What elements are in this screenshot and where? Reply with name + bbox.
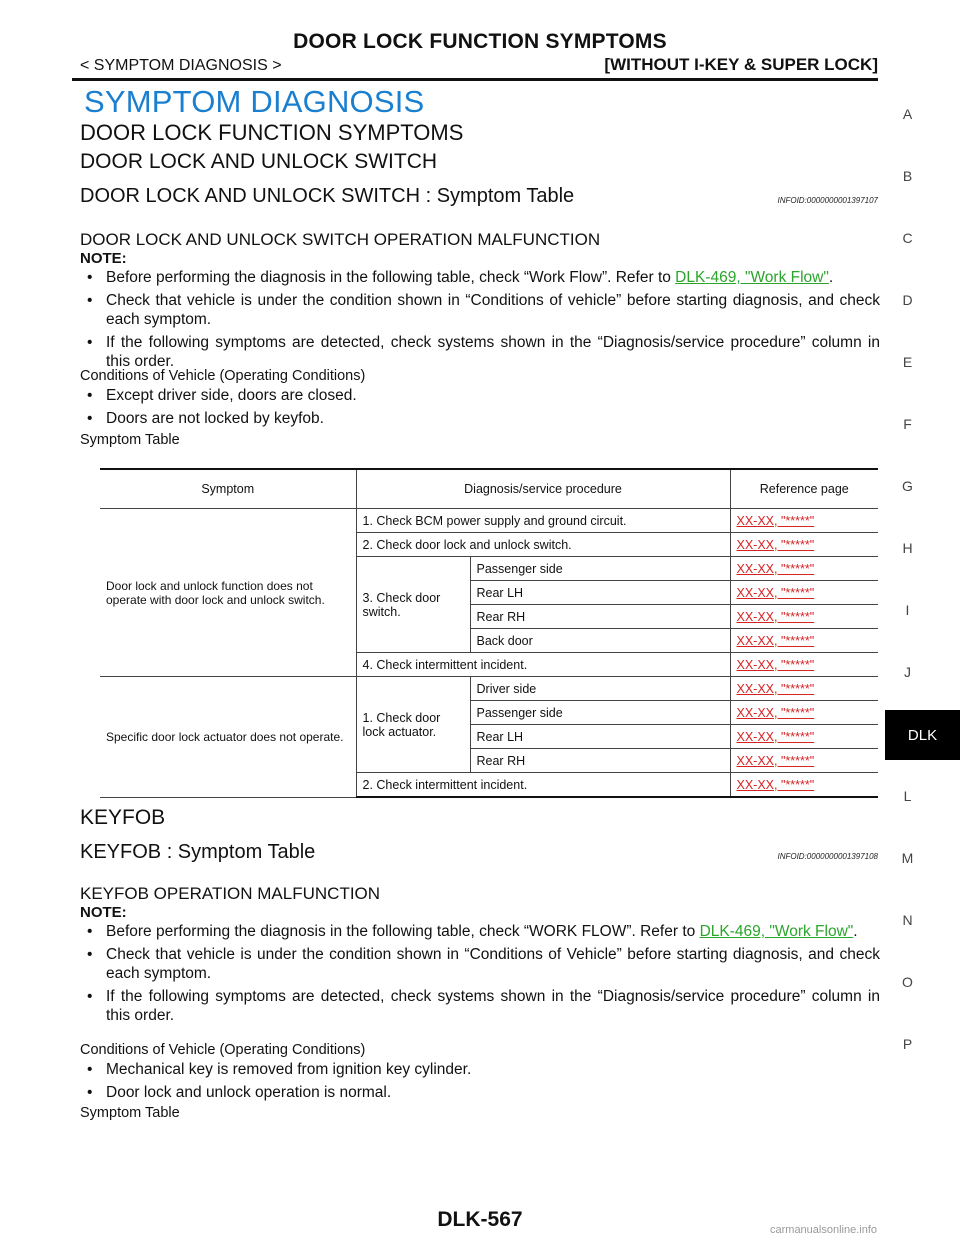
reference-link[interactable]: XX-XX, "*****" (736, 777, 815, 792)
watermark: carmanualsonline.info (770, 1224, 878, 1236)
page-header-title: DOOR LOCK FUNCTION SYMPTOMS (293, 30, 667, 53)
header-symptom: Symptom (100, 469, 357, 509)
side-index-i[interactable]: I (905, 602, 910, 618)
procedure-cell: 2. Check door lock and unlock switch. (356, 532, 731, 557)
table-row: Door lock and unlock function does not o… (100, 508, 878, 677)
reference-link[interactable]: XX-XX, "*****" (736, 561, 815, 576)
reference-link[interactable]: XX-XX, "*****" (736, 705, 815, 720)
section1-malfunction-title: DOOR LOCK AND UNLOCK SWITCH OPERATION MA… (80, 230, 601, 249)
section1-note-label: NOTE: (80, 250, 127, 267)
procedure-cell: 4. Check intermittent incident. (356, 652, 731, 677)
side-index-h[interactable]: H (902, 540, 913, 556)
reference-link[interactable]: XX-XX, "*****" (736, 537, 815, 552)
procedure-cell: 1. Check door lock actuator. (356, 676, 471, 773)
side-index-p[interactable]: P (902, 1036, 913, 1052)
list-item: • Mechanical key is removed from ignition… (87, 1061, 472, 1078)
work-flow-link[interactable]: DLK-469, "Work Flow" (699, 923, 854, 940)
list-item: • Check that vehicle is under the conditi… (87, 292, 880, 328)
reference-link[interactable]: XX-XX, "*****" (736, 729, 815, 744)
section1-conditions-title: Conditions of Vehicle (Operating Conditi… (80, 368, 366, 384)
page-number: DLK-567 (437, 1208, 523, 1231)
door-cell: Rear LH (470, 580, 731, 605)
side-index-d[interactable]: D (902, 292, 913, 308)
side-index-o[interactable]: O (902, 974, 913, 990)
section2-info-id: INFOID:0000000001397108 (777, 852, 878, 861)
reference-link[interactable]: XX-XX, "*****" (736, 609, 815, 624)
list-item: • Except driver side, doors are closed. (87, 387, 357, 404)
section1-table-title: Symptom Table (80, 432, 180, 448)
door-cell: Rear RH (470, 748, 731, 773)
table-row: Rear LH XX-XX, "*****" (100, 580, 878, 605)
list-item: • If the following symptoms are detected,… (87, 988, 880, 1024)
header-procedure: Diagnosis/service procedure (356, 469, 731, 509)
door-cell: Rear RH (470, 604, 731, 629)
section2-heading: KEYFOB (80, 806, 166, 829)
reference-link[interactable]: XX-XX, "*****" (736, 585, 815, 600)
list-item: • Before performing the diagnosis in the … (87, 269, 834, 286)
table-row: Rear RH XX-XX, "*****" (100, 604, 878, 629)
symptom-cell: Specific door lock actuator does not ope… (100, 676, 357, 798)
reference-link[interactable]: XX-XX, "*****" (736, 681, 815, 696)
list-item: • Doors are not locked by keyfob. (87, 410, 324, 427)
side-index-e[interactable]: E (902, 354, 913, 370)
list-item: • If the following symptoms are detected,… (87, 334, 880, 370)
door-cell: Back door (470, 628, 731, 653)
side-index-j[interactable]: J (904, 664, 911, 680)
section2-note-label: NOTE: (80, 904, 127, 921)
work-flow-link[interactable]: DLK-469, "Work Flow" (675, 269, 829, 286)
side-index-g[interactable]: G (902, 478, 913, 494)
table-row: Back door XX-XX, "*****" (100, 628, 878, 653)
side-index-m[interactable]: M (901, 850, 914, 866)
table-row: 4. Check intermittent incident. XX-XX, "… (100, 652, 878, 677)
procedure-cell: 1. Check BCM power supply and ground cir… (356, 508, 731, 533)
section2-note-list: • Before performing the diagnosis in the … (80, 922, 880, 1029)
side-index-dlk-active[interactable]: DLK (885, 710, 960, 760)
section2-conditions-title: Conditions of Vehicle (Operating Conditi… (80, 1042, 366, 1058)
procedure-cell: 2. Check intermittent incident. (356, 772, 731, 798)
table-row: 3. Check door switch. Passenger side XX-… (100, 556, 878, 653)
table-row: Passenger side XX-XX, "*****" (100, 700, 878, 725)
side-index-c[interactable]: C (902, 230, 913, 246)
header-reference: Reference page (730, 469, 878, 509)
side-index-f[interactable]: F (903, 416, 912, 432)
table-row: 2. Check intermittent incident. XX-XX, "… (100, 772, 878, 798)
table-row: Rear RH XX-XX, "*****" (100, 748, 878, 773)
reference-link[interactable]: XX-XX, "*****" (736, 633, 815, 648)
section1-info-id: INFOID:0000000001397107 (777, 196, 878, 205)
procedure-cell: 3. Check door switch. (356, 556, 471, 653)
section2-conditions-list: • Mechanical key is removed from ignition… (80, 1060, 880, 1106)
side-index-n[interactable]: N (902, 912, 913, 928)
section1-note-list: • Before performing the diagnosis in the … (80, 268, 880, 375)
header-rule (72, 78, 878, 81)
main-title: SYMPTOM DIAGNOSIS (84, 84, 425, 119)
list-item: • Before performing the diagnosis in the … (87, 923, 858, 940)
symptom-table: Symptom Diagnosis/service procedure Refe… (100, 468, 878, 798)
side-index-l[interactable]: L (903, 788, 912, 804)
side-index-b[interactable]: B (902, 168, 913, 184)
section2-malfunction-title: KEYFOB OPERATION MALFUNCTION (80, 884, 381, 903)
list-item: • Check that vehicle is under the conditi… (87, 946, 880, 982)
symptom-cell: Door lock and unlock function does not o… (100, 508, 357, 677)
chapter-title: DOOR LOCK FUNCTION SYMPTOMS (80, 120, 464, 145)
breadcrumb-section: < SYMPTOM DIAGNOSIS > (80, 57, 282, 74)
side-index-a[interactable]: A (902, 106, 913, 122)
table-row: Specific door lock actuator does not ope… (100, 676, 878, 798)
header-variant: [WITHOUT I-KEY & SUPER LOCK] (604, 55, 878, 74)
table-row: Rear LH XX-XX, "*****" (100, 724, 878, 749)
reference-link[interactable]: XX-XX, "*****" (736, 657, 815, 672)
door-cell: Passenger side (470, 700, 731, 725)
list-item: • Door lock and unlock operation is norma… (87, 1084, 392, 1101)
door-cell: Driver side (470, 676, 731, 701)
door-cell: Rear LH (470, 724, 731, 749)
section1-subheading: DOOR LOCK AND UNLOCK SWITCH : Symptom Ta… (80, 185, 575, 207)
door-cell: Passenger side (470, 556, 731, 581)
section1-conditions-list: • Except driver side, doors are closed. •… (80, 386, 880, 432)
reference-link[interactable]: XX-XX, "*****" (736, 513, 815, 528)
section2-table-title: Symptom Table (80, 1105, 180, 1121)
reference-link[interactable]: XX-XX, "*****" (736, 753, 815, 768)
section2-subheading: KEYFOB : Symptom Table (80, 841, 316, 863)
table-row: 2. Check door lock and unlock switch. XX… (100, 532, 878, 557)
section1-heading: DOOR LOCK AND UNLOCK SWITCH (80, 150, 438, 173)
